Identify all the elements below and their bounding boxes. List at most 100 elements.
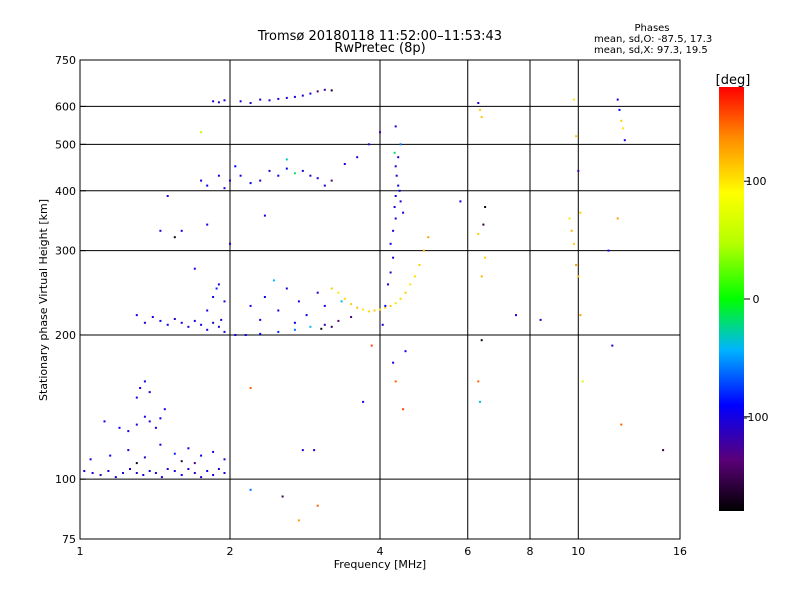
data-point (323, 184, 326, 187)
data-point (323, 88, 326, 91)
data-point (316, 504, 319, 507)
data-point (301, 94, 304, 97)
y-tick-label: 500 (55, 138, 76, 151)
data-point (159, 229, 162, 232)
data-point (285, 158, 288, 161)
data-point (263, 214, 266, 217)
data-point (402, 408, 405, 411)
data-point (394, 217, 397, 220)
y-tick-label: 750 (55, 54, 76, 67)
data-point (193, 472, 196, 474)
data-point (200, 323, 203, 326)
data-point (477, 233, 480, 235)
data-point (616, 217, 619, 220)
data-point (459, 200, 462, 203)
data-point (212, 450, 215, 453)
data-point (350, 316, 353, 318)
data-point (122, 472, 124, 474)
data-point (477, 380, 480, 383)
data-point (389, 242, 392, 245)
data-point (395, 174, 398, 177)
data-point (515, 314, 517, 317)
data-point (570, 229, 573, 232)
data-point (212, 100, 215, 103)
x-tick-label: 16 (673, 545, 687, 558)
data-point (244, 334, 247, 336)
data-point (166, 195, 169, 197)
data-point (480, 339, 483, 342)
data-point (166, 323, 169, 326)
data-point (579, 314, 582, 317)
data-point (616, 98, 619, 101)
data-point (301, 169, 304, 172)
data-point (239, 174, 242, 177)
colorbar-tick-label: 100 (746, 175, 767, 188)
data-point (180, 474, 183, 476)
data-point (418, 264, 421, 266)
data-point (206, 223, 209, 226)
data-point (367, 143, 370, 146)
data-point (180, 229, 183, 232)
data-point (367, 310, 370, 313)
grid-lines (80, 60, 680, 539)
data-point (393, 206, 396, 208)
data-point (187, 325, 190, 328)
data-point (579, 211, 582, 214)
stats-o-line: mean, sd,O: -87.5, 17.3 (594, 34, 712, 45)
data-point (575, 264, 578, 266)
data-point (277, 309, 280, 312)
data-point (479, 108, 481, 111)
data-point (114, 476, 117, 479)
data-point (399, 143, 402, 146)
data-point (135, 472, 138, 474)
data-point (381, 323, 384, 326)
data-point (379, 131, 381, 134)
data-point (568, 217, 571, 220)
data-point (281, 495, 284, 498)
data-point (313, 449, 316, 452)
data-point (422, 249, 425, 252)
data-point (187, 468, 190, 470)
data-point (572, 242, 575, 245)
data-point (404, 350, 407, 353)
data-point (89, 458, 92, 461)
data-point (362, 308, 365, 311)
data-point (259, 98, 262, 101)
data-point (206, 470, 209, 472)
data-point (409, 283, 412, 286)
data-point (392, 256, 395, 259)
data-point (127, 449, 130, 452)
data-point (356, 306, 359, 309)
data-point (350, 303, 353, 306)
data-point (143, 456, 146, 459)
data-point (323, 304, 326, 307)
data-point (223, 99, 226, 102)
data-point (404, 291, 407, 294)
data-point (392, 229, 395, 232)
data-point (340, 300, 343, 303)
data-point (343, 163, 346, 165)
data-point (249, 182, 252, 185)
data-point (379, 308, 381, 311)
data-point (373, 309, 376, 312)
data-point (623, 139, 626, 142)
data-point (91, 472, 94, 474)
data-point (212, 474, 215, 476)
data-point (135, 314, 138, 317)
data-point (389, 271, 392, 274)
data-point (305, 314, 308, 317)
data-point (285, 287, 288, 290)
data-point (356, 156, 359, 159)
data-point (285, 167, 288, 170)
data-point (297, 519, 300, 522)
y-axis-label: Stationary phase Virtual Height [km] (37, 199, 50, 401)
data-point (320, 327, 323, 330)
data-point (581, 380, 584, 383)
y-tick-label: 100 (55, 473, 76, 486)
data-point (392, 361, 395, 364)
data-point (206, 184, 209, 187)
y-tick-label: 200 (55, 329, 76, 342)
data-point (249, 387, 252, 389)
data-point (193, 462, 196, 465)
